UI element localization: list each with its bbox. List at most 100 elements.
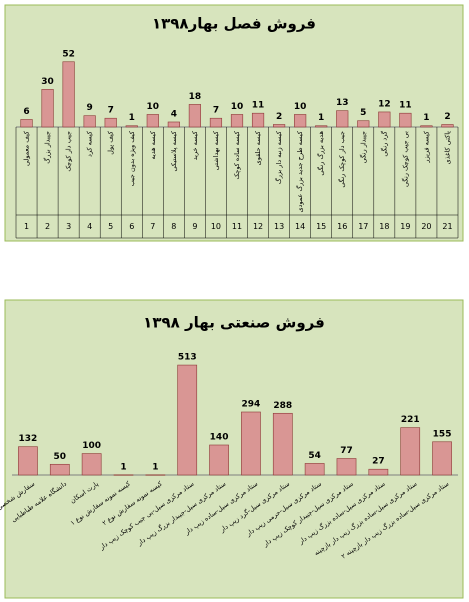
value-label: 513 <box>178 353 197 363</box>
value-label: 1 <box>129 113 135 123</box>
value-label: 10 <box>147 102 160 112</box>
value-label: 2 <box>276 112 282 122</box>
bar <box>357 120 370 128</box>
category-number: 5 <box>108 222 113 231</box>
value-label: 12 <box>378 99 391 109</box>
value-label: 155 <box>433 429 452 439</box>
bar <box>81 453 102 476</box>
bar <box>336 110 349 128</box>
x-tick-label: هدیه بزرگ رنگی <box>316 130 325 175</box>
bar <box>241 411 261 476</box>
value-label: 7 <box>213 106 219 116</box>
category-number: 2 <box>45 222 50 231</box>
category-number: 12 <box>253 222 263 231</box>
category-number: 15 <box>316 222 326 231</box>
bar <box>167 121 180 128</box>
value-label: 77 <box>340 446 353 456</box>
bar <box>432 441 452 476</box>
x-tick-label: بی جیب کوچک رنگی <box>401 131 409 187</box>
bar <box>251 112 265 128</box>
value-label: 11 <box>252 101 265 111</box>
bar <box>113 474 134 476</box>
x-tick-label: کیف پول <box>107 130 115 155</box>
value-label: 2 <box>444 112 450 122</box>
value-label: 140 <box>210 433 229 443</box>
bar <box>273 124 286 128</box>
bar <box>145 474 166 476</box>
x-tick-label: کیف ویژه بدون جیب <box>128 130 136 186</box>
bar <box>400 427 421 476</box>
x-tick-label: کیسه پلاستیکی <box>170 130 178 171</box>
value-label: 5 <box>360 108 366 118</box>
value-label: 4 <box>171 109 177 119</box>
category-number: 4 <box>87 222 92 231</box>
category-number: 6 <box>129 222 134 231</box>
value-label: 7 <box>108 106 114 116</box>
value-label: 27 <box>372 457 385 467</box>
category-number: 13 <box>274 222 284 231</box>
x-tick-label: پاکتی کاغذی <box>443 131 451 164</box>
category-number: 21 <box>442 222 452 231</box>
x-tick-label: جیبدار رنگی <box>359 131 367 163</box>
bar <box>336 458 357 476</box>
x-tick-label: کیسه زنبه دار بزرگ <box>274 130 283 184</box>
x-tick-label: کیسه فریزر <box>422 130 430 164</box>
bar <box>177 364 198 476</box>
category-number: 16 <box>337 222 347 231</box>
x-tick-label: کیسه حلقوی <box>254 130 262 165</box>
value-label: 50 <box>54 452 67 462</box>
value-label: 10 <box>231 102 244 112</box>
x-tick-label: کیسه هدیه <box>149 130 157 159</box>
category-number: 9 <box>192 222 197 231</box>
bar <box>315 125 328 128</box>
x-tick-label: کیسه بهداشتی <box>212 130 220 170</box>
value-label: 1 <box>120 462 126 472</box>
category-number: 19 <box>400 222 410 231</box>
bar <box>20 119 33 128</box>
x-tick-label: گرد رنگی <box>380 130 388 157</box>
value-label: 10 <box>294 102 307 112</box>
category-number: 3 <box>66 222 71 231</box>
value-label: 6 <box>23 107 29 117</box>
x-tick-label: کیسه خرید <box>191 130 199 160</box>
value-label: 11 <box>399 101 412 111</box>
chart-title: فروش فصل بهار۱۳۹۸ <box>152 15 316 33</box>
chart-area <box>4 299 464 599</box>
category-number: 14 <box>295 222 305 231</box>
bar <box>62 61 75 128</box>
x-tick-label: جیب دار کوچک <box>65 131 73 172</box>
value-label: 54 <box>308 451 321 461</box>
bar <box>230 114 244 128</box>
bar <box>104 117 117 128</box>
value-label: 52 <box>62 49 75 59</box>
value-label: 18 <box>189 92 202 102</box>
category-number: 8 <box>171 222 176 231</box>
bar <box>420 125 433 128</box>
category-number: 20 <box>421 222 431 231</box>
chart-title: فروش صنعتی بهار ۱۳۹۸ <box>143 314 325 332</box>
bar <box>41 89 54 128</box>
bar <box>399 112 412 128</box>
x-tick-label: کیف معمولی <box>23 130 31 166</box>
value-label: 294 <box>242 400 261 410</box>
x-tick-label: جیبدار بزرگ <box>43 131 52 164</box>
bar <box>209 444 229 476</box>
x-tick-label: کیسه ساده کوچک <box>233 130 241 179</box>
x-tick-label: جیب دار کوچک رنگی <box>338 131 346 188</box>
category-number: 1 <box>24 222 29 231</box>
value-label: 288 <box>273 401 292 411</box>
bar <box>209 117 223 128</box>
value-label: 1 <box>318 113 324 123</box>
value-label: 1 <box>152 462 158 472</box>
bar <box>294 114 307 128</box>
bar <box>49 463 70 476</box>
bar <box>378 111 391 128</box>
category-number: 7 <box>150 222 155 231</box>
value-label: 221 <box>401 415 420 425</box>
bar <box>368 468 389 476</box>
category-number: 17 <box>358 222 368 231</box>
bar <box>441 124 454 128</box>
value-label: 30 <box>41 77 54 87</box>
value-label: 1 <box>423 113 429 123</box>
